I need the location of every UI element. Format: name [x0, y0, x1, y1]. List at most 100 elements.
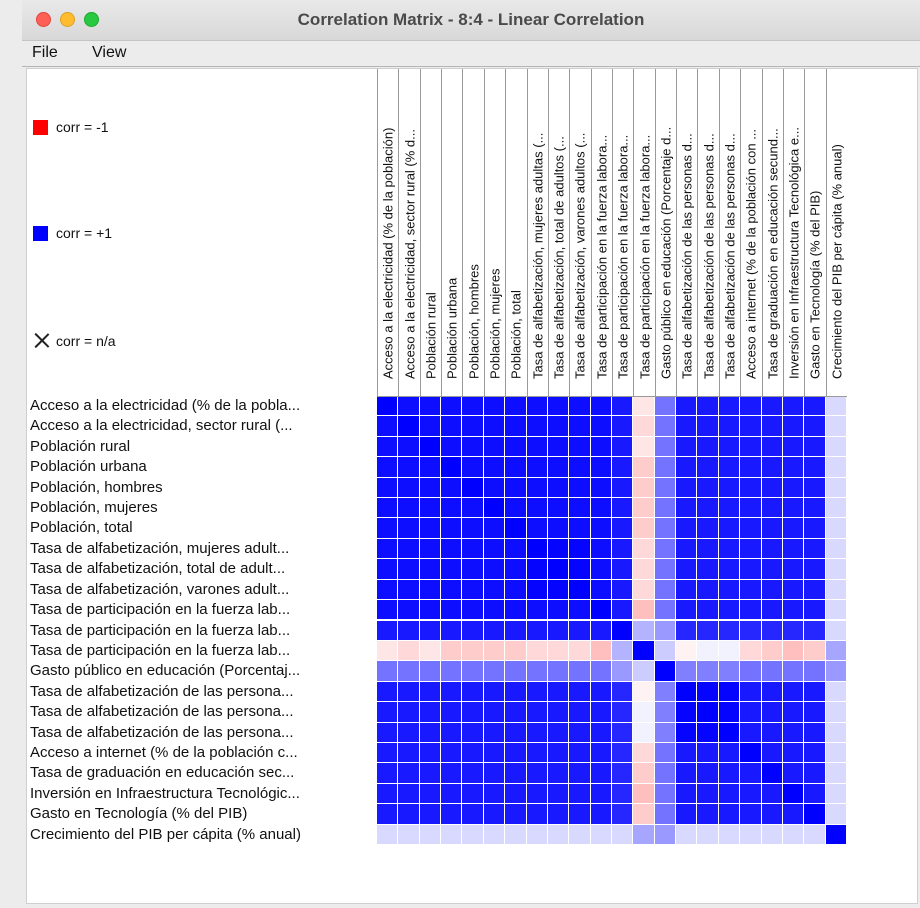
- heatmap-cell[interactable]: [441, 702, 463, 723]
- heatmap-cell[interactable]: [483, 538, 506, 560]
- heatmap-cell[interactable]: [804, 518, 826, 539]
- heatmap-cell[interactable]: [633, 763, 655, 784]
- heatmap-cell[interactable]: [654, 620, 677, 641]
- heatmap-cell[interactable]: [654, 742, 677, 764]
- heatmap-cell[interactable]: [633, 722, 655, 743]
- column-header[interactable]: Tasa de participación en la fuerza labor…: [612, 69, 633, 396]
- heatmap-cell[interactable]: [676, 538, 698, 560]
- heatmap-cell[interactable]: [718, 477, 741, 499]
- row-label[interactable]: Tasa de graduación en educación sec...: [30, 764, 295, 782]
- heatmap-cell[interactable]: [505, 763, 527, 784]
- heatmap-cell[interactable]: [377, 436, 399, 458]
- heatmap-cell[interactable]: [804, 559, 826, 580]
- heatmap-cell[interactable]: [697, 681, 719, 703]
- column-header[interactable]: Acceso a internet (% de la población con…: [740, 69, 761, 396]
- heatmap-cell[interactable]: [441, 804, 463, 825]
- heatmap-cell[interactable]: [825, 579, 847, 601]
- heatmap-cell[interactable]: [505, 477, 527, 499]
- heatmap-cell[interactable]: [761, 396, 783, 417]
- heatmap-cell[interactable]: [825, 722, 847, 743]
- heatmap-cell[interactable]: [526, 640, 548, 662]
- heatmap-cell[interactable]: [825, 416, 847, 437]
- heatmap-cell[interactable]: [697, 457, 719, 478]
- heatmap-cell[interactable]: [825, 620, 847, 641]
- heatmap-cell[interactable]: [612, 783, 634, 805]
- heatmap-cell[interactable]: [569, 661, 591, 682]
- heatmap-cell[interactable]: [740, 763, 762, 784]
- heatmap-cell[interactable]: [547, 824, 570, 845]
- heatmap-cell[interactable]: [804, 579, 826, 601]
- row-label[interactable]: Gasto en Tecnología (% del PIB): [30, 805, 248, 823]
- heatmap-cell[interactable]: [825, 396, 847, 417]
- heatmap-cell[interactable]: [804, 681, 826, 703]
- heatmap-cell[interactable]: [547, 518, 570, 539]
- heatmap-cell[interactable]: [804, 620, 826, 641]
- heatmap-cell[interactable]: [804, 477, 826, 499]
- heatmap-cell[interactable]: [569, 620, 591, 641]
- heatmap-cell[interactable]: [676, 518, 698, 539]
- heatmap-cell[interactable]: [419, 559, 442, 580]
- heatmap-cell[interactable]: [419, 457, 442, 478]
- heatmap-cell[interactable]: [740, 804, 762, 825]
- heatmap-cell[interactable]: [377, 824, 399, 845]
- heatmap-cell[interactable]: [612, 436, 634, 458]
- menu-file[interactable]: File: [32, 44, 58, 61]
- heatmap-cell[interactable]: [462, 457, 484, 478]
- heatmap-cell[interactable]: [590, 742, 612, 764]
- heatmap-cell[interactable]: [377, 559, 399, 580]
- row-label[interactable]: Población, total: [30, 519, 133, 537]
- row-label[interactable]: Tasa de participación en la fuerza lab..…: [30, 621, 291, 639]
- heatmap-cell[interactable]: [740, 579, 762, 601]
- heatmap-cell[interactable]: [740, 702, 762, 723]
- heatmap-cell[interactable]: [569, 824, 591, 845]
- heatmap-cell[interactable]: [462, 681, 484, 703]
- heatmap-cell[interactable]: [462, 416, 484, 437]
- heatmap-cell[interactable]: [398, 559, 420, 580]
- heatmap-cell[interactable]: [782, 436, 805, 458]
- heatmap-cell[interactable]: [804, 640, 826, 662]
- heatmap-cell[interactable]: [590, 640, 612, 662]
- heatmap-cell[interactable]: [547, 783, 570, 805]
- heatmap-cell[interactable]: [676, 824, 698, 845]
- heatmap-cell[interactable]: [398, 640, 420, 662]
- heatmap-cell[interactable]: [419, 396, 442, 417]
- heatmap-cell[interactable]: [569, 804, 591, 825]
- heatmap-cell[interactable]: [697, 783, 719, 805]
- heatmap-cell[interactable]: [526, 742, 548, 764]
- heatmap-cell[interactable]: [483, 559, 506, 580]
- heatmap-cell[interactable]: [547, 457, 570, 478]
- heatmap-cell[interactable]: [612, 559, 634, 580]
- heatmap-cell[interactable]: [398, 742, 420, 764]
- heatmap-cell[interactable]: [569, 640, 591, 662]
- heatmap-cell[interactable]: [761, 416, 783, 437]
- heatmap-cell[interactable]: [462, 518, 484, 539]
- column-header[interactable]: Acceso a la electricidad, sector rural (…: [398, 69, 419, 396]
- minimize-window-button[interactable]: [60, 12, 75, 27]
- heatmap-cell[interactable]: [782, 559, 805, 580]
- heatmap-cell[interactable]: [462, 722, 484, 743]
- heatmap-cell[interactable]: [654, 579, 677, 601]
- heatmap-cell[interactable]: [398, 702, 420, 723]
- column-header[interactable]: Acceso a la electricidad (% de la poblac…: [377, 69, 398, 396]
- heatmap-cell[interactable]: [483, 640, 506, 662]
- heatmap-cell[interactable]: [505, 579, 527, 601]
- heatmap-cell[interactable]: [761, 518, 783, 539]
- column-header[interactable]: Tasa de alfabetización, mujeres adultas …: [526, 69, 548, 396]
- heatmap-cell[interactable]: [676, 477, 698, 499]
- heatmap-cell[interactable]: [526, 600, 548, 621]
- heatmap-cell[interactable]: [569, 477, 591, 499]
- heatmap-cell[interactable]: [676, 681, 698, 703]
- heatmap-cell[interactable]: [804, 416, 826, 437]
- heatmap-cell[interactable]: [419, 640, 442, 662]
- heatmap-cell[interactable]: [419, 518, 442, 539]
- heatmap-cell[interactable]: [804, 538, 826, 560]
- heatmap-cell[interactable]: [419, 416, 442, 437]
- heatmap-cell[interactable]: [612, 681, 634, 703]
- heatmap-cell[interactable]: [676, 559, 698, 580]
- heatmap-cell[interactable]: [590, 804, 612, 825]
- row-label[interactable]: Crecimiento del PIB per cápita (% anual): [30, 825, 301, 843]
- heatmap-cell[interactable]: [590, 702, 612, 723]
- heatmap-cell[interactable]: [782, 722, 805, 743]
- heatmap-cell[interactable]: [462, 824, 484, 845]
- heatmap-cell[interactable]: [547, 681, 570, 703]
